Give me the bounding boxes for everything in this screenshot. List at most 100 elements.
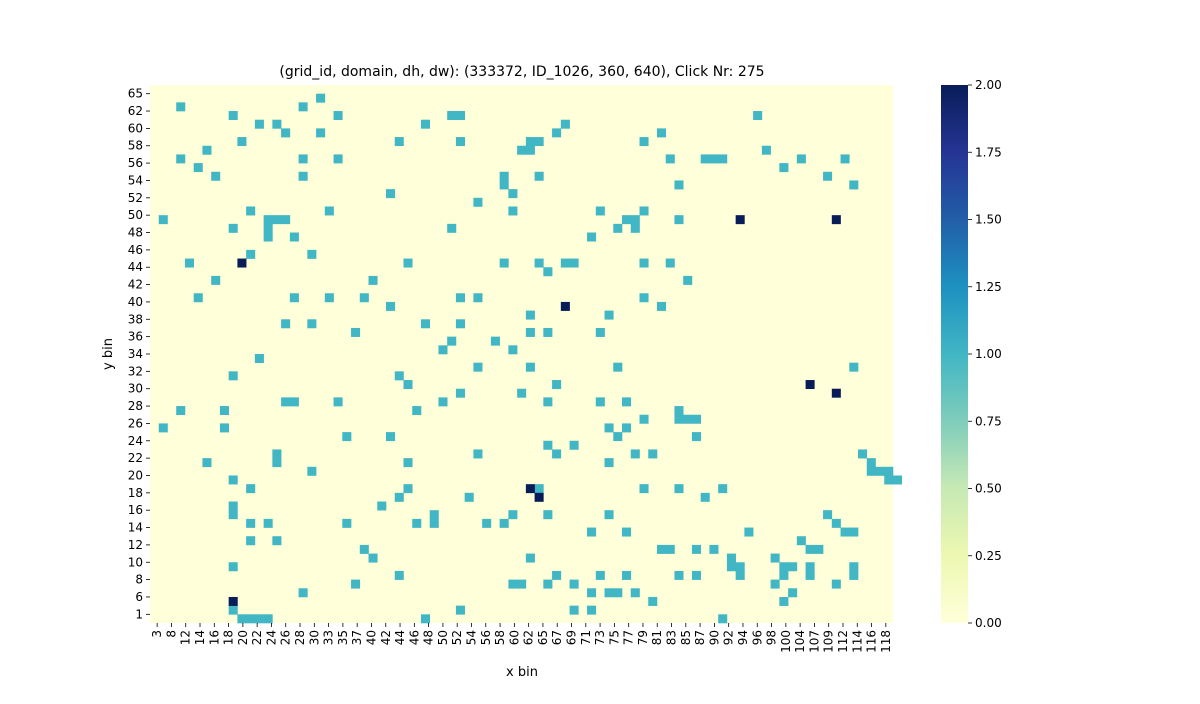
heatmap-cell — [158, 423, 168, 433]
heatmap-cell — [176, 154, 186, 164]
heatmap-cell — [412, 406, 422, 416]
heatmap-cell — [709, 154, 719, 164]
x-tick-label: 8 — [164, 630, 178, 638]
heatmap-cell — [718, 154, 728, 164]
y-axis-ticks: 65 62 60 58 56 54 52 50 48 46 44 42 40 38 36 34 32 30 28 26… — [128, 87, 150, 621]
heatmap-cell — [394, 371, 404, 381]
x-tick-label: 28 — [293, 630, 307, 645]
heatmap-cell — [656, 301, 667, 311]
x-tick-label: 75 — [607, 630, 621, 645]
heatmap-cell — [823, 171, 833, 181]
heatmap-cell — [674, 570, 684, 580]
heatmap-cell — [753, 111, 763, 121]
heatmap-cell — [770, 553, 780, 563]
heatmap-cell — [455, 293, 465, 303]
heatmap-cell — [307, 249, 317, 259]
heatmap-cell-max — [831, 215, 841, 225]
heatmap-cell — [193, 293, 203, 303]
heatmap-cell — [761, 145, 771, 155]
heatmap-cell — [403, 380, 413, 390]
x-tick-label: 16 — [207, 630, 221, 645]
colorbar-tick-label: 0.00 — [975, 616, 1002, 630]
heatmap-cell — [674, 406, 684, 416]
heatmap-cell — [543, 327, 553, 337]
heatmap-cell — [543, 397, 553, 407]
heatmap-cell — [254, 614, 264, 624]
heatmap-cell — [840, 527, 850, 537]
heatmap-cell — [534, 171, 544, 181]
heatmap-cell — [779, 570, 789, 580]
heatmap-cell — [237, 614, 247, 624]
y-tick-label: 30 — [128, 382, 143, 396]
heatmap-cell — [525, 310, 535, 320]
heatmap-cell — [508, 206, 518, 216]
colorbar — [941, 85, 968, 623]
heatmap-cell — [455, 137, 465, 147]
heatmap-cell — [447, 223, 457, 233]
heatmap-cell — [184, 258, 194, 268]
x-tick-label: 52 — [450, 630, 464, 645]
heatmap-cell — [849, 527, 859, 537]
heatmap-cell — [298, 171, 308, 181]
heatmap-cell — [622, 527, 632, 537]
heatmap-cell — [246, 518, 256, 528]
heatmap-cell — [455, 605, 465, 615]
heatmap-cell — [202, 458, 212, 468]
heatmap-cell — [455, 319, 465, 329]
heatmap-cell — [193, 163, 203, 173]
heatmap-cell — [228, 371, 238, 381]
x-tick-label: 90 — [707, 630, 721, 645]
y-axis-label: y bin — [101, 338, 116, 370]
x-tick-label: 83 — [665, 630, 679, 645]
colorbar-tick-label: 1.25 — [975, 280, 1002, 294]
heatmap-cell — [307, 319, 317, 329]
heatmap-cell — [351, 579, 361, 589]
heatmap-cell — [788, 562, 798, 572]
y-tick-label: 60 — [128, 121, 143, 135]
x-tick-label: 24 — [264, 630, 278, 645]
heatmap-cell — [508, 579, 518, 589]
heatmap-cell — [726, 562, 736, 572]
colorbar-tick-label: 2.00 — [975, 78, 1002, 92]
heatmap-cell — [281, 215, 291, 225]
heatmap-cell — [534, 137, 544, 147]
heatmap-cell — [849, 562, 859, 572]
heatmap-cell — [831, 579, 841, 589]
heatmap-cell — [272, 119, 282, 129]
y-tick-label: 54 — [128, 173, 143, 187]
x-tick-label: 46 — [407, 630, 421, 645]
x-tick-label: 107 — [807, 630, 821, 653]
heatmap-cell — [333, 397, 343, 407]
y-tick-label: 6 — [135, 590, 143, 604]
heatmap-cell — [691, 432, 701, 442]
heatmap-cell — [482, 518, 492, 528]
y-tick-label: 18 — [128, 486, 143, 500]
heatmap-cell — [779, 596, 789, 606]
heatmap-cell — [691, 544, 701, 554]
heatmap-cell — [403, 458, 413, 468]
heatmap-cell — [884, 466, 894, 476]
colorbar-tick-label: 0.50 — [975, 482, 1002, 496]
heatmap-cell — [630, 588, 640, 598]
x-tick-label: 44 — [393, 630, 407, 645]
heatmap-cell — [316, 128, 326, 138]
x-tick-label: 62 — [522, 630, 536, 645]
y-tick-label: 16 — [128, 503, 143, 517]
colorbar-ticks: 0.00 0.25 0.50 0.75 1.00 1.25 1.50 1.75 2.00 — [968, 78, 1002, 630]
heatmap-cell — [403, 484, 413, 494]
heatmap-cell — [298, 102, 308, 112]
x-tick-label: 116 — [865, 630, 879, 653]
heatmap-cell — [219, 406, 229, 416]
heatmap-cell — [875, 466, 885, 476]
heatmap-cell — [420, 119, 431, 129]
heatmap-cell — [543, 510, 553, 520]
heatmap-cell — [604, 458, 614, 468]
x-tick-label: 26 — [279, 630, 293, 645]
heatmap-cell — [805, 562, 815, 572]
heatmap-cell — [700, 154, 710, 164]
heatmap-cell — [368, 275, 378, 285]
heatmap-cell — [254, 354, 264, 363]
x-tick-label: 73 — [593, 630, 607, 645]
